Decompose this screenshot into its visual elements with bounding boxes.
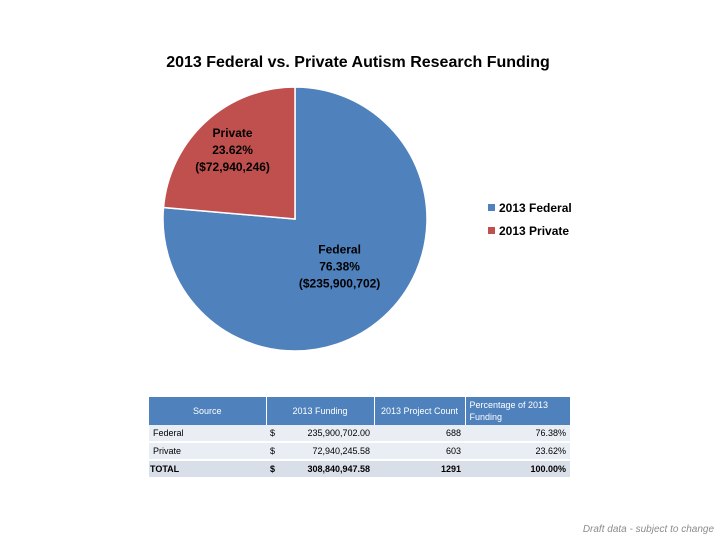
pie-chart: 2013 Federal vs. Private Autism Research… [162,54,572,352]
slice-label-federal: Federal 76.38% ($235,900,702) [299,243,380,291]
currency-symbol: $ [270,446,276,456]
total-funding: $308,840,947.58 [266,460,374,479]
slice-label-private: Private 23.62% ($72,940,246) [195,126,270,174]
table-row: Federal $235,900,702.00 688 76.38% [149,425,570,443]
funding-amount: 72,940,245.58 [312,446,370,456]
funding-amount: 235,900,702.00 [307,428,370,438]
legend: 2013 Federal 2013 Private [488,201,572,238]
row-count: 688 [374,425,465,443]
row-source: Federal [149,425,266,443]
header-percentage: Percentage of 2013 Funding [465,397,571,425]
funding-table: Source 2013 Funding 2013 Project Count P… [149,397,571,479]
pie-slices [162,86,428,352]
pie-slice-private [162,86,296,220]
currency-symbol: $ [270,428,276,438]
row-percent: 23.62% [465,442,570,461]
legend-swatch-private [488,227,495,234]
legend-swatch-federal [488,204,495,211]
slice-labels: Federal 76.38% ($235,900,702) Private 23.62%… [195,126,380,291]
total-label: TOTAL [149,460,266,479]
row-funding: $235,900,702.00 [266,425,374,443]
header-project-count: 2013 Project Count [374,397,466,425]
legend-label-federal: 2013 Federal [499,201,572,215]
legend-label-private: 2013 Private [499,224,569,238]
table-row: Private $72,940,245.58 603 23.62% [149,442,570,461]
header-source: Source [149,397,267,425]
table-total-row: TOTAL $308,840,947.58 1291 100.00% [149,460,570,479]
header-funding: 2013 Funding [266,397,375,425]
funding-amount: 308,840,947.58 [307,464,370,474]
draft-note: Draft data - subject to change [582,524,714,535]
row-percent: 76.38% [465,425,570,443]
row-count: 603 [374,442,465,461]
row-source: Private [149,442,266,461]
chart-title: 2013 Federal vs. Private Autism Research… [166,54,550,71]
total-percent: 100.00% [465,460,570,479]
currency-symbol: $ [270,464,276,474]
row-funding: $72,940,245.58 [266,442,374,461]
table-header-row: Source 2013 Funding 2013 Project Count P… [149,397,571,425]
total-count: 1291 [374,460,465,479]
